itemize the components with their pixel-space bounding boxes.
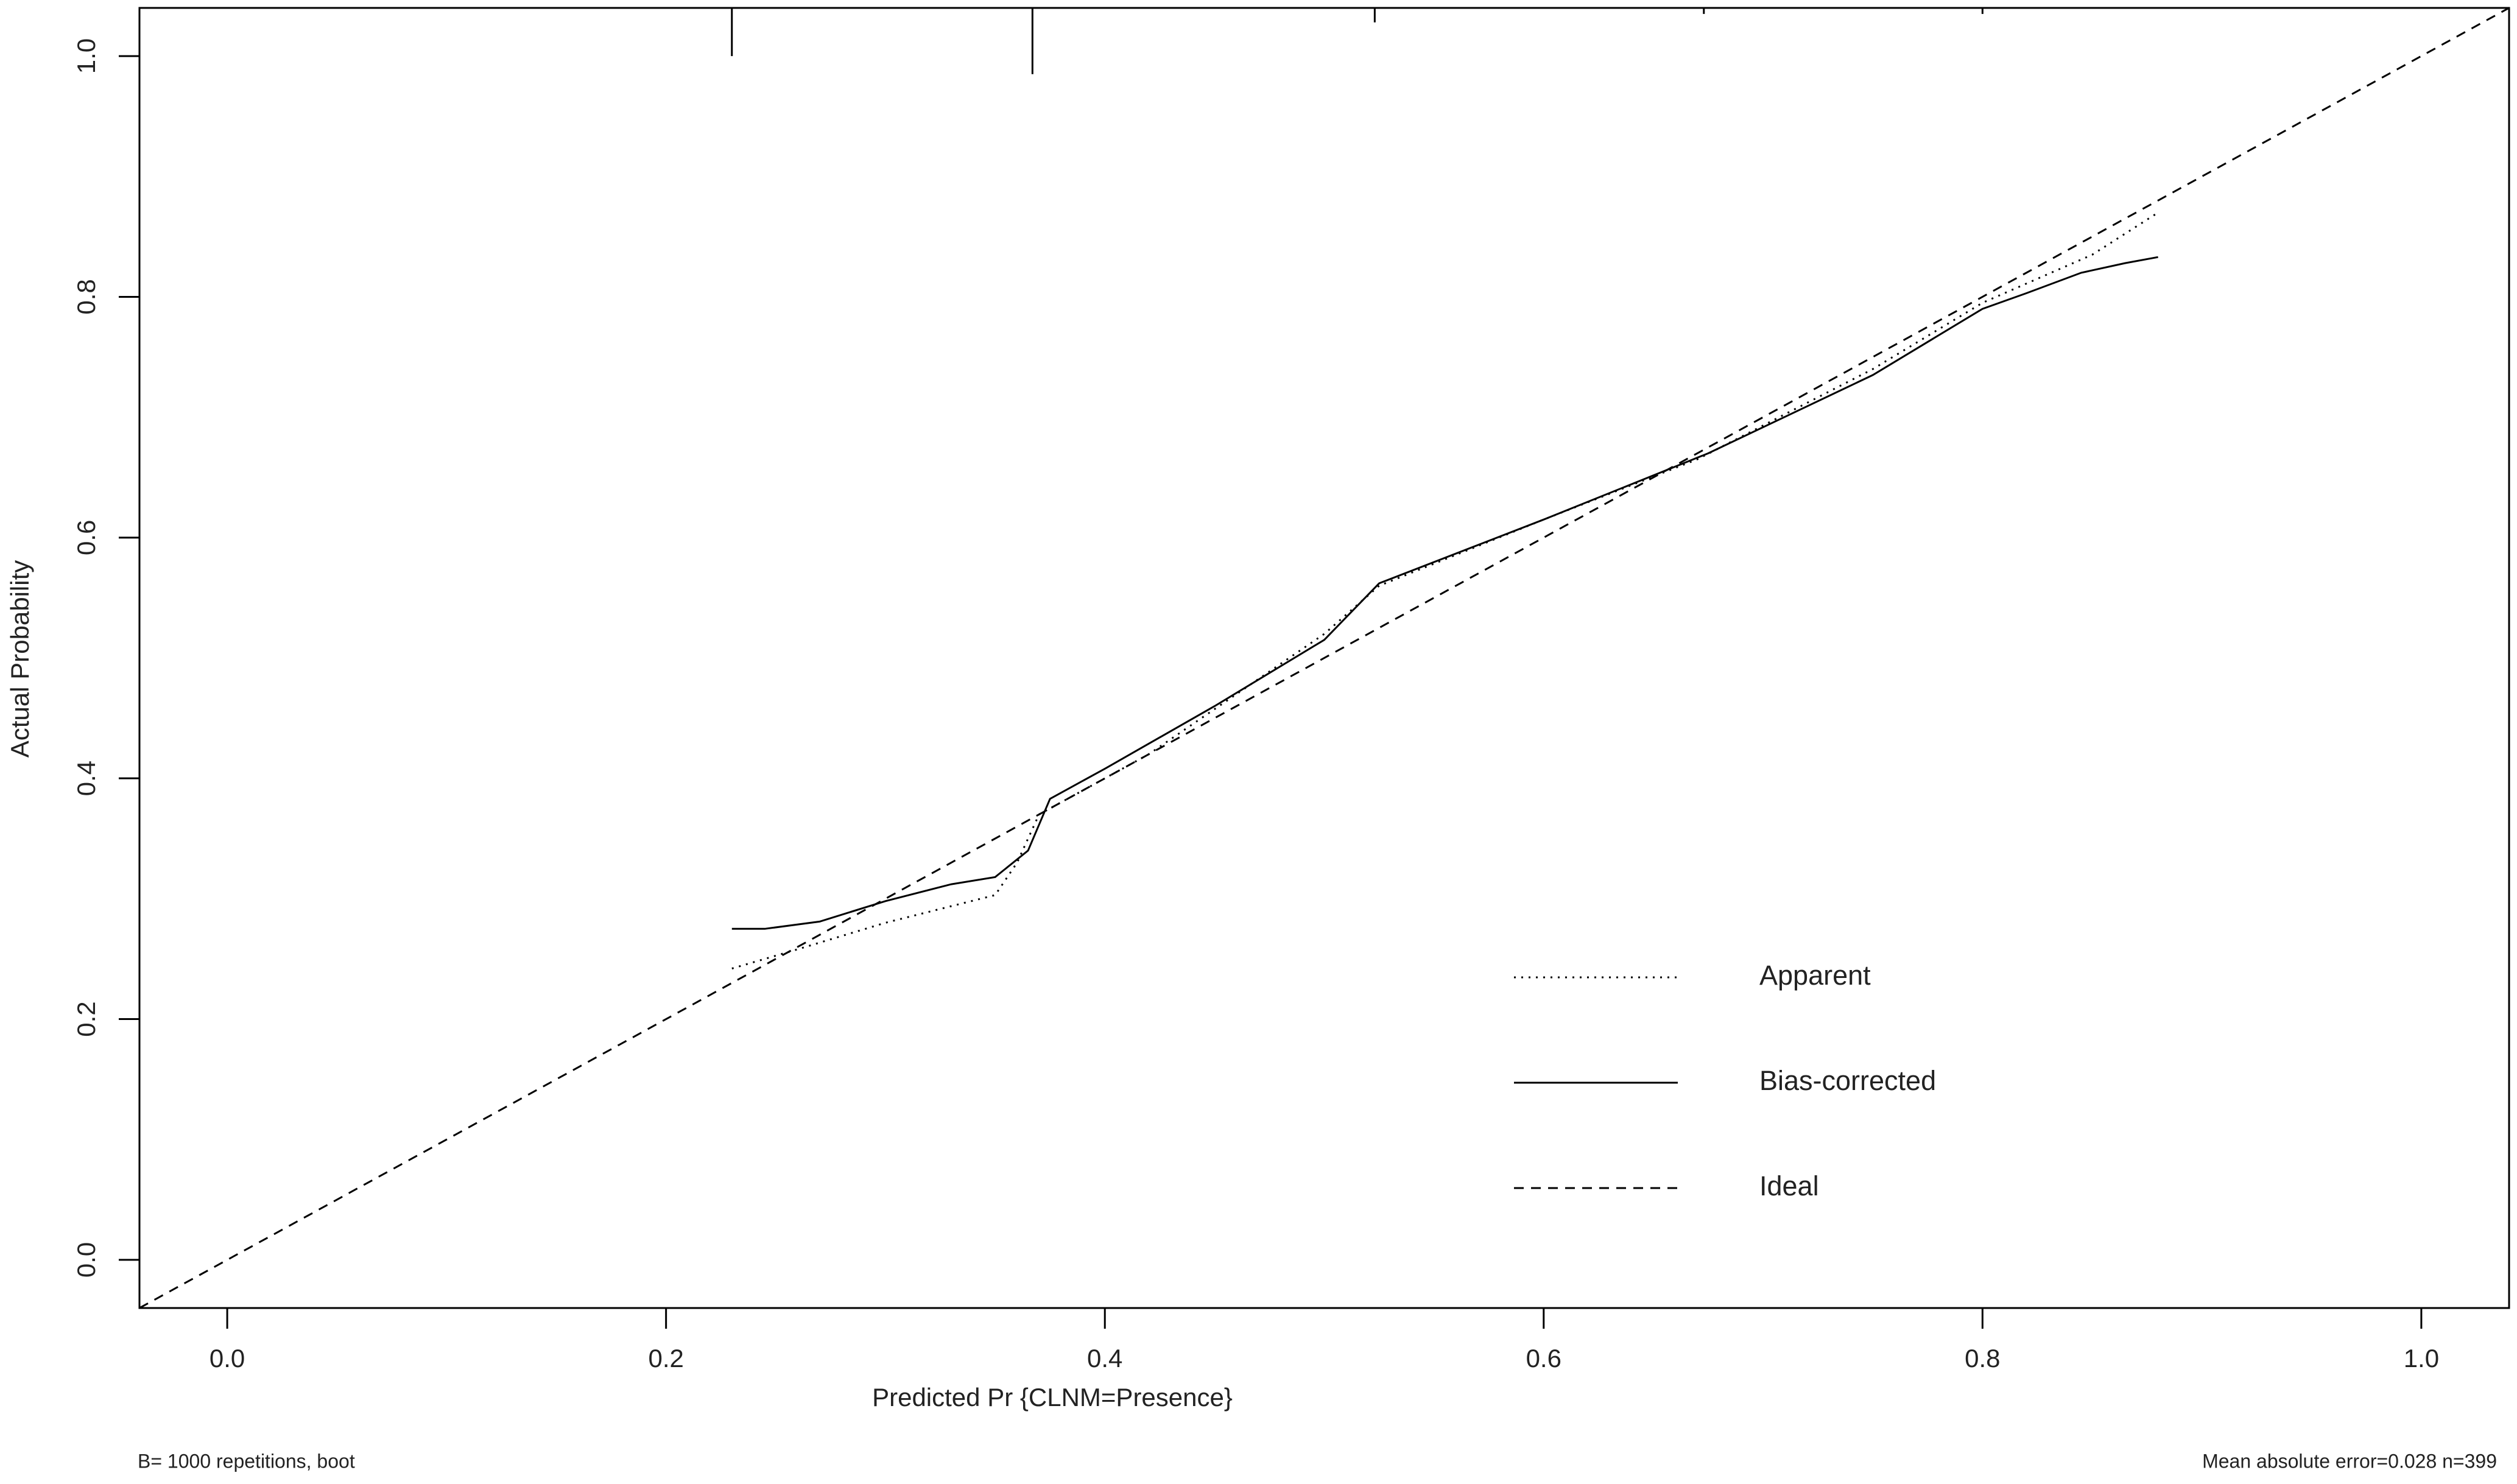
- footnote: Mean absolute error=0.028 n=399: [2202, 1450, 2497, 1472]
- x-axis-label: Predicted Pr {CLNM=Presence}: [872, 1383, 1233, 1412]
- y-tick-label: 0.2: [72, 1001, 100, 1036]
- legend-label: Bias-corrected: [1759, 1065, 1936, 1096]
- y-axis-label: Actual Probability: [5, 560, 34, 758]
- y-tick-label: 0.0: [72, 1242, 100, 1278]
- y-tick-label: 0.6: [72, 520, 100, 555]
- x-tick-label: 0.0: [209, 1344, 245, 1373]
- x-tick-label: 0.8: [1965, 1344, 2000, 1373]
- x-tick-label: 0.6: [1526, 1344, 1561, 1373]
- plot-frame: [138, 7, 2510, 1309]
- legend-label: Apparent: [1759, 960, 1871, 991]
- x-tick-label: 0.2: [648, 1344, 683, 1373]
- y-tick-label: 1.0: [72, 38, 100, 74]
- legend-label: Ideal: [1759, 1170, 1819, 1201]
- y-tick-label: 0.4: [72, 761, 100, 796]
- y-tick-label: 0.8: [72, 279, 100, 314]
- series-line: [731, 211, 2159, 969]
- series-line: [139, 8, 2509, 1308]
- x-tick-label: 0.4: [1087, 1344, 1122, 1373]
- footnote: B= 1000 repetitions, boot: [138, 1450, 355, 1472]
- x-tick-label: 1.0: [2404, 1344, 2439, 1373]
- series-line: [731, 256, 2158, 930]
